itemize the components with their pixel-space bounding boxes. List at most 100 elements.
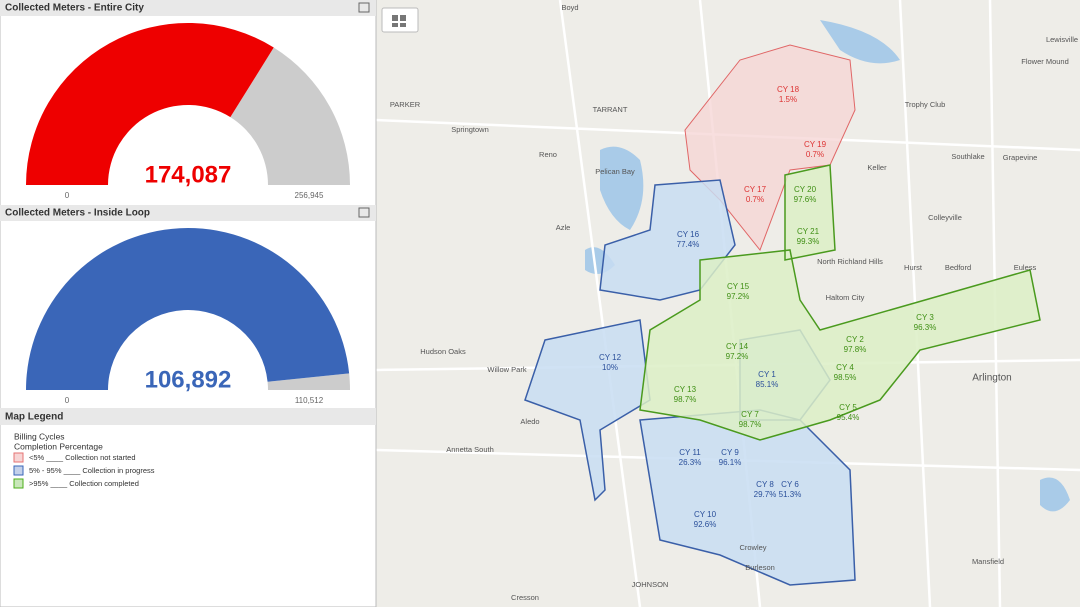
cycle-name: CY 6 <box>781 480 799 489</box>
cycle-percent: 51.3% <box>779 490 802 499</box>
place-label: Lewisville <box>1046 35 1078 44</box>
cycle-percent: 98.7% <box>739 420 762 429</box>
cycle-name: CY 5 <box>839 403 857 412</box>
region-in-progress <box>524 179 856 586</box>
cycle-percent: 98.7% <box>674 395 697 404</box>
gauge-track <box>230 47 350 186</box>
cycle-percent: 10% <box>602 363 618 372</box>
legend-swatch <box>13 465 24 476</box>
cycle-percent: 99.3% <box>797 237 820 246</box>
cycle-percent: 98.5% <box>834 373 857 382</box>
cycle-name: CY 8 <box>756 480 774 489</box>
cycle-name: CY 1 <box>758 370 776 379</box>
panel-header <box>0 205 376 221</box>
gauge-value: 174,087 <box>145 161 232 188</box>
place-label: Flower Mound <box>1021 57 1069 66</box>
place-label: Boyd <box>561 3 578 12</box>
place-label: Springtown <box>451 125 489 134</box>
cycle-percent: 97.2% <box>726 352 749 361</box>
legend-label: <5% ____ Collection not started <box>29 453 136 462</box>
place-label: Euless <box>1014 263 1037 272</box>
gauge-value: 106,892 <box>145 366 232 393</box>
cycle-percent: 92.6% <box>694 520 717 529</box>
cycle-percent: 0.7% <box>806 150 824 159</box>
cycle-percent: 97.2% <box>727 292 750 301</box>
gauge-min: 0 <box>65 396 70 405</box>
cycle-name: CY 21 <box>797 227 820 236</box>
panel-title: Collected Meters - Entire City <box>5 3 144 14</box>
legend-subheading: Completion Percentage <box>14 441 103 451</box>
legend-items: <5% ____ Collection not started 5% - 95% … <box>13 452 155 489</box>
cycle-name: CY 17 <box>744 185 767 194</box>
legend-header <box>0 408 376 425</box>
place-label: Southlake <box>951 152 984 161</box>
legend-title: Map Legend <box>5 412 63 423</box>
place-label: Aledo <box>520 417 539 426</box>
map-labels: CY 181.5%CY 190.7%CY 170.7%CY 2097.6%CY … <box>390 3 1078 602</box>
cycle-name: CY 7 <box>741 410 759 419</box>
cycle-name: CY 12 <box>599 353 622 362</box>
gauge-fill <box>26 227 350 390</box>
gauges: Collected Meters - Entire City 174,087 0 25… <box>0 0 376 405</box>
gauge-max: 256,945 <box>295 191 324 200</box>
cycle-name: CY 18 <box>777 85 800 94</box>
gauge-fill <box>26 22 274 186</box>
cycle-name: CY 16 <box>677 230 700 239</box>
cycle-percent: 29.7% <box>754 490 777 499</box>
legend-heading: Billing Cycles <box>14 431 65 441</box>
legend-swatch <box>13 478 24 489</box>
expand-button[interactable] <box>358 207 370 218</box>
cycle-name: CY 11 <box>679 448 701 457</box>
place-label: Burleson <box>745 563 775 572</box>
place-label: TARRANT <box>593 105 628 114</box>
cycle-name: CY 19 <box>804 140 827 149</box>
place-label: Annetta South <box>446 445 494 454</box>
cycle-name: CY 9 <box>721 448 739 457</box>
place-label: Reno <box>539 150 557 159</box>
place-label: Grapevine <box>1003 153 1038 162</box>
basemap-icon <box>392 15 406 27</box>
place-label: Bedford <box>945 263 971 272</box>
cycle-percent: 97.8% <box>844 345 867 354</box>
cycle-percent: 96.1% <box>719 458 742 467</box>
place-label: Hudson Oaks <box>420 347 466 356</box>
cycle-percent: 77.4% <box>677 240 700 249</box>
cycle-name: CY 10 <box>694 510 717 519</box>
place-label: Arlington <box>972 373 1011 384</box>
place-label: North Richland Hills <box>817 257 883 266</box>
gauge-min: 0 <box>65 191 70 200</box>
cycle-percent: 97.6% <box>794 195 817 204</box>
cycle-name: CY 3 <box>916 313 934 322</box>
place-label: Hurst <box>904 263 923 272</box>
gauge-track <box>267 373 350 390</box>
cycle-percent: 85.1% <box>756 380 779 389</box>
panel-header <box>0 0 376 16</box>
gauge-max: 110,512 <box>295 396 324 405</box>
place-label: Cresson <box>511 593 539 602</box>
place-label: Haltom City <box>826 293 865 302</box>
cycle-percent: 0.7% <box>746 195 764 204</box>
cycle-percent: 96.3% <box>914 323 937 332</box>
cycle-name: CY 20 <box>794 185 817 194</box>
cycle-name: CY 2 <box>846 335 864 344</box>
legend-swatch <box>13 452 24 463</box>
place-label: Azle <box>556 223 571 232</box>
place-label: JOHNSON <box>632 580 669 589</box>
legend-label: 5% - 95% ____ Collection in progress <box>29 466 155 475</box>
map: CY 181.5%CY 190.7%CY 170.7%CY 2097.6%CY … <box>375 0 1080 607</box>
place-label: Willow Park <box>487 365 526 374</box>
place-label: Keller <box>867 163 887 172</box>
cycle-percent: 26.3% <box>679 458 702 467</box>
place-label: Colleyville <box>928 213 962 222</box>
cycle-name: CY 15 <box>727 282 750 291</box>
legend-label: >95% ____ Collection completed <box>29 479 139 488</box>
cycle-percent: 95.4% <box>837 413 860 422</box>
place-label: Pelican Bay <box>595 167 635 176</box>
cycle-percent: 1.5% <box>779 95 797 104</box>
cycle-name: CY 4 <box>836 363 854 372</box>
place-label: Mansfield <box>972 557 1004 566</box>
expand-button[interactable] <box>358 2 370 13</box>
place-label: Crowley <box>739 543 766 552</box>
cycle-name: CY 14 <box>726 342 749 351</box>
